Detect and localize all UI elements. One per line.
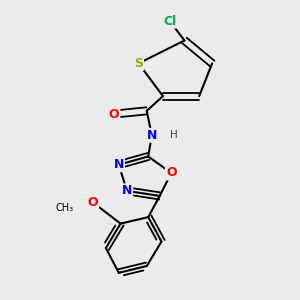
Text: N: N (114, 158, 124, 171)
Text: N: N (147, 129, 157, 142)
Text: O: O (109, 108, 119, 121)
Text: O: O (166, 167, 176, 179)
Text: S: S (134, 57, 143, 70)
Text: Cl: Cl (163, 14, 176, 28)
Text: H: H (170, 130, 178, 140)
Text: O: O (88, 196, 98, 209)
Text: CH₃: CH₃ (56, 203, 74, 213)
Text: N: N (122, 184, 132, 197)
